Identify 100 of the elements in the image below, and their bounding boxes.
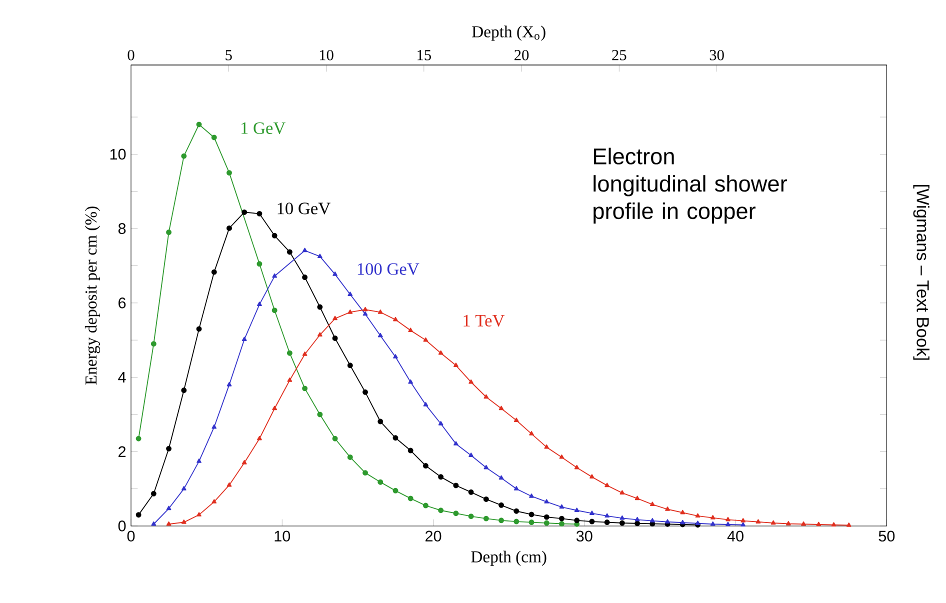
point — [680, 510, 686, 514]
point — [453, 482, 459, 488]
point — [544, 514, 550, 520]
text: [Wigmans – Text Book] — [913, 185, 930, 360]
point — [150, 341, 156, 347]
point — [498, 502, 504, 508]
y-tick-label: 2 — [118, 446, 126, 457]
point — [362, 470, 368, 476]
point — [347, 454, 353, 460]
point — [378, 418, 384, 424]
point — [726, 516, 730, 522]
point — [212, 499, 217, 504]
point — [620, 490, 625, 494]
point — [544, 499, 550, 504]
point — [317, 254, 322, 258]
point — [544, 520, 550, 526]
point — [211, 134, 217, 140]
x-axis-title: Depth (cm) — [471, 550, 546, 566]
point — [634, 496, 640, 500]
point — [498, 518, 504, 524]
point — [226, 225, 232, 231]
point — [650, 502, 655, 506]
point — [529, 494, 534, 498]
point — [831, 522, 836, 526]
point — [786, 521, 791, 526]
point — [302, 386, 308, 392]
point — [484, 464, 489, 470]
point — [317, 304, 323, 310]
point — [740, 518, 746, 522]
point — [710, 515, 716, 520]
point — [695, 513, 700, 518]
y-tick-label: 10 — [110, 148, 126, 160]
point — [590, 510, 594, 515]
point — [710, 521, 716, 526]
point — [166, 521, 172, 526]
point — [196, 512, 202, 516]
point — [604, 482, 610, 488]
point — [242, 209, 248, 215]
point — [212, 424, 217, 429]
point — [816, 522, 822, 526]
x2-tick-label: 20 — [514, 50, 529, 60]
point — [181, 153, 187, 159]
point — [619, 520, 625, 526]
point — [559, 521, 564, 526]
point — [423, 337, 428, 342]
point — [392, 435, 398, 441]
point — [680, 520, 686, 524]
point — [559, 504, 564, 509]
x-tick-label: 20 — [426, 530, 442, 542]
y-axis-title: Energy deposit per cm (%) — [84, 206, 100, 385]
point — [408, 328, 414, 332]
point — [181, 388, 187, 394]
point — [302, 351, 308, 356]
series-label: 10 GeV — [278, 202, 330, 214]
point — [514, 486, 519, 490]
point — [498, 475, 504, 480]
point — [770, 520, 776, 525]
point — [801, 521, 806, 526]
series-label: 1 GeV — [242, 122, 286, 134]
point — [136, 512, 142, 518]
point — [136, 436, 142, 442]
point — [454, 441, 458, 446]
y-tick-label: 4 — [118, 372, 126, 383]
point — [256, 261, 262, 267]
point — [574, 518, 580, 524]
point — [286, 249, 292, 255]
point — [514, 518, 520, 524]
point — [422, 463, 428, 468]
point — [590, 474, 594, 479]
point — [302, 248, 308, 252]
point — [665, 506, 670, 511]
point — [166, 506, 172, 510]
point — [574, 508, 580, 512]
point — [544, 444, 550, 449]
point — [514, 418, 519, 422]
point — [740, 522, 746, 526]
point — [528, 512, 534, 518]
x2-tick-label: 5 — [226, 50, 232, 60]
point — [166, 230, 172, 236]
point — [468, 514, 474, 520]
point — [242, 460, 247, 464]
series-label: 100 GeV — [358, 263, 420, 275]
y-tick-label: 6 — [118, 298, 126, 308]
point — [196, 326, 202, 332]
point — [634, 516, 640, 522]
point — [529, 431, 534, 436]
point — [332, 336, 338, 341]
x-tick-label: 40 — [727, 530, 744, 542]
point — [226, 170, 232, 176]
point — [620, 515, 625, 520]
x-tick-label: 0 — [127, 530, 135, 542]
point — [846, 522, 852, 527]
point — [514, 508, 520, 514]
point — [348, 309, 353, 314]
point — [438, 508, 444, 514]
point — [362, 389, 368, 395]
point — [348, 292, 353, 296]
point — [559, 516, 564, 522]
point — [484, 394, 489, 399]
point — [408, 496, 414, 502]
